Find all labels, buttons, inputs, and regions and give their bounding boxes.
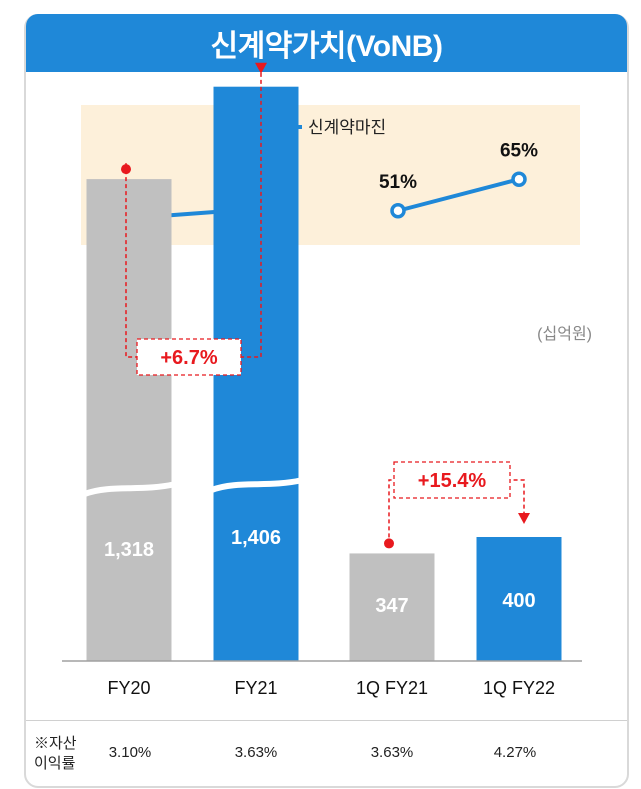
footer-divider <box>26 720 627 721</box>
axis-break-mark <box>210 477 304 493</box>
margin-line-chart: 48%52%51%65% <box>121 140 538 226</box>
change-arrowhead <box>518 513 530 524</box>
bar <box>86 179 172 661</box>
axis-break-mark <box>83 481 177 497</box>
bar-value-label: 400 <box>502 590 535 612</box>
footer-label-line1: ※자산 <box>34 735 77 752</box>
footer-label: ※자산 이익률 <box>34 734 94 774</box>
unit-label: (십억원) <box>537 325 592 343</box>
bar <box>349 553 435 661</box>
category-label: 1Q FY21 <box>356 678 428 698</box>
bar-value-label: 347 <box>375 595 408 617</box>
change-start-dot <box>121 164 131 175</box>
footer-value: 3.10% <box>108 744 152 761</box>
change-label: +15.4% <box>418 470 487 492</box>
vonb-bar-chart: 1,318 FY20 1,406 FY21 347 1Q FY21 400 1Q FY22 +6… <box>83 62 562 698</box>
category-label: FY20 <box>107 678 150 698</box>
margin-line-segment <box>397 177 520 213</box>
bar-value-label: 1,318 <box>104 539 154 561</box>
footer-label-line2: 이익률 <box>34 755 76 772</box>
chart-title: 신계약가치(VoNB) <box>210 30 443 63</box>
bar-value-label: 1,406 <box>231 527 281 549</box>
footer-value: 3.63% <box>234 744 278 761</box>
change-arrowhead <box>255 62 267 74</box>
change-start-dot <box>384 538 394 549</box>
category-label: 1Q FY22 <box>483 678 555 698</box>
change-connector <box>388 479 525 538</box>
margin-point <box>511 171 527 187</box>
bar <box>476 537 562 661</box>
margin-value-label: 51% <box>379 172 417 193</box>
margin-point <box>390 203 406 219</box>
category-label: FY21 <box>234 678 277 698</box>
footer-value: 4.27% <box>493 744 537 761</box>
change-label: +6.7% <box>160 347 217 369</box>
margin-value-label: 65% <box>500 140 538 161</box>
change-box <box>393 461 511 499</box>
legend-label: 신계약마진 <box>308 118 386 137</box>
change-box <box>136 338 242 376</box>
footer-value: 3.63% <box>370 744 414 761</box>
title-bar: 신계약가치(VoNB) <box>26 14 627 72</box>
